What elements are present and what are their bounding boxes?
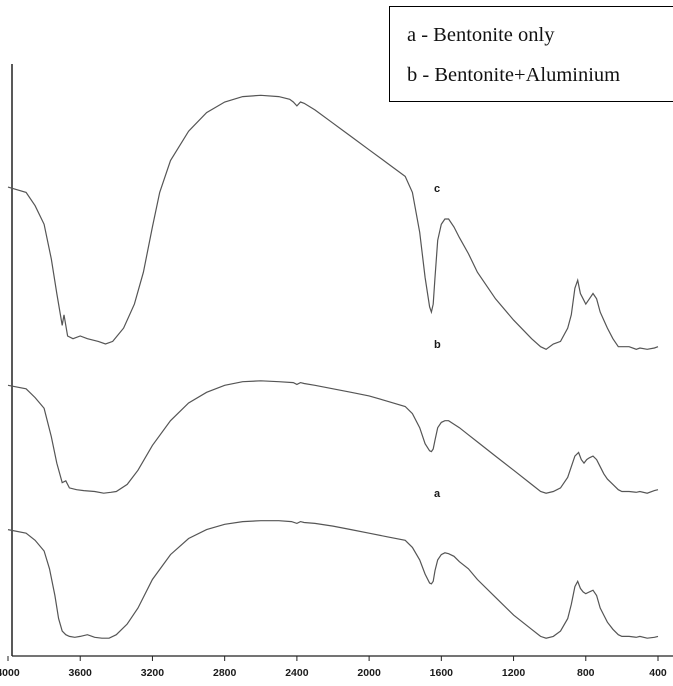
x-tick-label: 2400 bbox=[285, 667, 309, 679]
trace-label-a: a bbox=[434, 488, 441, 500]
x-tick-label: 1600 bbox=[430, 667, 454, 679]
x-tick-label: 4000 bbox=[0, 667, 20, 679]
trace-label-c: c bbox=[434, 183, 440, 195]
legend: a - Bentonite only b - Bentonite+Alumini… bbox=[389, 6, 673, 102]
trace-label-b: b bbox=[434, 339, 441, 351]
series-line-c bbox=[7, 94, 659, 350]
trace-label-group: c b a bbox=[434, 183, 441, 500]
x-tick-label: 1200 bbox=[502, 667, 526, 679]
series-group bbox=[7, 94, 659, 639]
legend-entry-b: b - Bentonite+Aluminium bbox=[407, 64, 621, 86]
series-line-a bbox=[7, 520, 659, 639]
x-tick-label: 2800 bbox=[213, 667, 237, 679]
x-tick-group: 4000 3600 3200 2800 2400 2000 1600 1200 800 400 bbox=[0, 656, 667, 679]
x-tick-label: 3200 bbox=[141, 667, 165, 679]
series-line-b bbox=[7, 380, 659, 494]
x-tick-label: 800 bbox=[577, 667, 595, 679]
x-tick-label: 2000 bbox=[357, 667, 381, 679]
x-tick-label: 400 bbox=[649, 667, 667, 679]
x-tick-label: 3600 bbox=[69, 667, 93, 679]
legend-entry-a: a - Bentonite only bbox=[407, 24, 555, 46]
